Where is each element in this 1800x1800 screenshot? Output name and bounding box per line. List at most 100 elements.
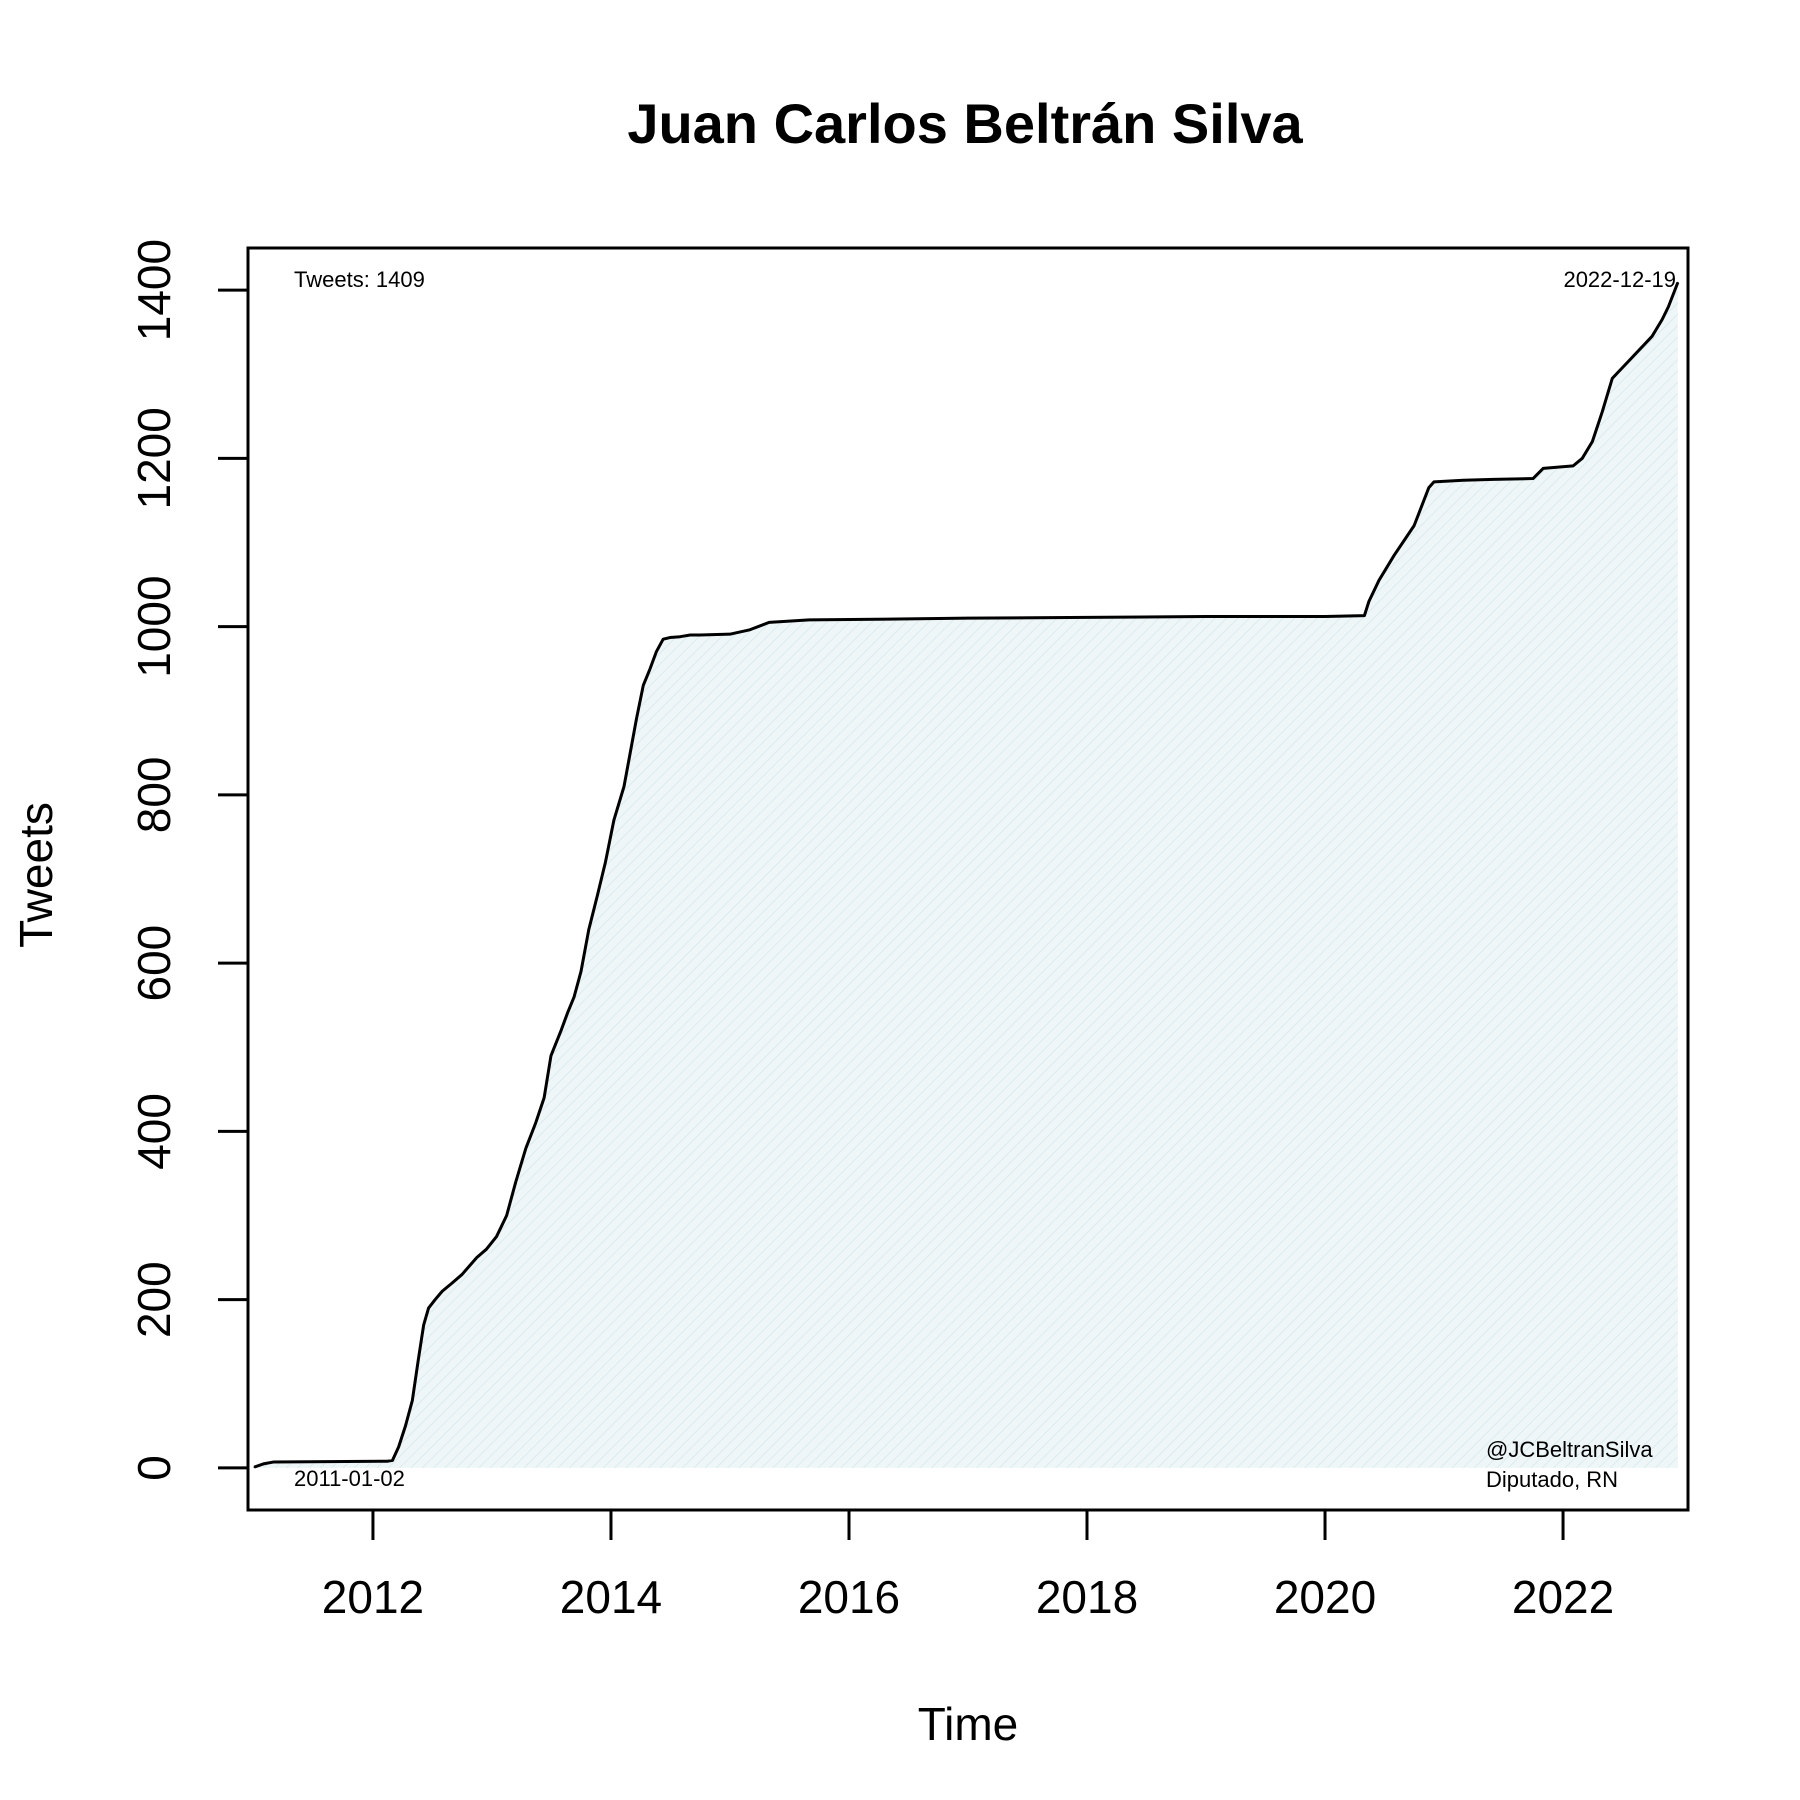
plot-frame	[246, 246, 1690, 1512]
data-point	[573, 995, 575, 998]
data-point	[1363, 614, 1366, 617]
data-point	[1651, 335, 1653, 338]
data-point	[669, 636, 671, 639]
data-point	[596, 895, 599, 897]
data-point	[272, 1461, 274, 1463]
data-point	[253, 1466, 256, 1468]
end-date-annotation: 2022-12-19	[1563, 267, 1676, 292]
x-tick-label: 2018	[1036, 1571, 1138, 1623]
data-point	[422, 1324, 425, 1326]
data-point	[263, 1462, 265, 1465]
data-point	[404, 1425, 407, 1427]
data-point	[1324, 615, 1326, 618]
data-point	[1667, 306, 1670, 308]
data-point	[1378, 579, 1380, 582]
data-point	[1368, 600, 1370, 603]
x-tick-label: 2022	[1512, 1571, 1614, 1623]
y-tick-label: 1400	[128, 239, 180, 341]
x-tick-label: 2014	[560, 1571, 662, 1623]
data-point	[642, 684, 645, 687]
data-point	[534, 1122, 537, 1124]
data-point	[623, 785, 625, 788]
y-tick-label: 600	[128, 925, 180, 1002]
x-tick-label: 2016	[798, 1571, 900, 1623]
data-point	[635, 718, 638, 720]
y-axis-label: Tweets	[10, 802, 62, 948]
data-point	[1591, 440, 1594, 443]
data-point	[461, 1273, 463, 1276]
data-point	[699, 634, 701, 636]
data-point	[1581, 457, 1584, 460]
x-axis-label: Time	[918, 1698, 1019, 1750]
role-annotation: Diputado, RN	[1486, 1467, 1618, 1492]
area-fill	[254, 282, 1678, 1468]
data-point	[604, 861, 607, 863]
series-line-layer	[253, 281, 1680, 1469]
area-fill-layer	[254, 282, 1678, 1468]
data-point	[1661, 318, 1663, 321]
x-axis: 2012 2014 2016 2018 2020 2022	[322, 1510, 1614, 1623]
data-point	[505, 1214, 508, 1217]
x-tick-label: 2020	[1274, 1571, 1376, 1623]
data-point	[560, 1029, 562, 1032]
y-tick-label: 800	[128, 756, 180, 833]
data-point	[613, 819, 615, 821]
data-point	[1462, 479, 1465, 482]
data-point	[514, 1181, 517, 1183]
y-tick-label: 0	[128, 1455, 180, 1481]
start-date-annotation: 2011-01-02	[294, 1466, 405, 1491]
data-point	[1413, 524, 1415, 527]
data-point	[655, 651, 658, 653]
data-point	[411, 1399, 414, 1402]
data-point	[649, 667, 651, 670]
data-point	[1433, 481, 1435, 483]
data-point	[427, 1307, 430, 1309]
tweet-count-annotation: Tweets: 1409	[294, 267, 425, 292]
data-point	[588, 928, 590, 931]
data-point	[967, 617, 969, 619]
data-point	[1601, 411, 1603, 413]
data-point	[417, 1357, 420, 1360]
data-point	[748, 629, 751, 631]
y-tick-label: 1000	[128, 575, 180, 677]
chart-title: Juan Carlos Beltrán Silva	[627, 92, 1303, 155]
data-point	[566, 1012, 569, 1015]
twitter-handle-annotation: @JCBeltranSilva	[1486, 1437, 1653, 1462]
data-point	[1677, 281, 1679, 284]
data-point	[1542, 467, 1544, 470]
data-point	[485, 1248, 488, 1250]
data-point	[397, 1446, 400, 1448]
data-point	[495, 1235, 498, 1238]
data-point	[808, 619, 811, 621]
data-point	[662, 638, 664, 641]
data-point	[386, 1460, 389, 1463]
data-point	[729, 633, 731, 635]
y-tick-label: 400	[128, 1093, 180, 1170]
data-point	[475, 1256, 478, 1259]
data-point	[1492, 478, 1495, 481]
data-point	[1427, 486, 1430, 489]
data-point	[897, 618, 900, 620]
data-point	[689, 634, 692, 636]
data-point	[1611, 377, 1614, 380]
y-tick-label: 200	[128, 1261, 180, 1338]
data-point	[441, 1290, 444, 1293]
data-point	[434, 1298, 436, 1301]
data-point	[525, 1147, 527, 1150]
data-point	[1572, 465, 1574, 467]
data-point	[451, 1282, 454, 1284]
x-tick-label: 2012	[322, 1571, 424, 1623]
y-axis: 0 200 400 600 800 1000 1200 1400	[128, 239, 248, 1481]
data-point	[768, 621, 770, 624]
data-point	[391, 1459, 394, 1462]
data-point	[1086, 616, 1088, 619]
data-point	[543, 1096, 545, 1099]
y-tick-label: 1200	[128, 407, 180, 509]
data-point	[629, 752, 632, 754]
data-point	[679, 635, 681, 638]
data-point	[1532, 477, 1534, 480]
data-point	[1393, 554, 1396, 556]
data-point	[550, 1054, 552, 1057]
data-point	[1205, 615, 1207, 618]
